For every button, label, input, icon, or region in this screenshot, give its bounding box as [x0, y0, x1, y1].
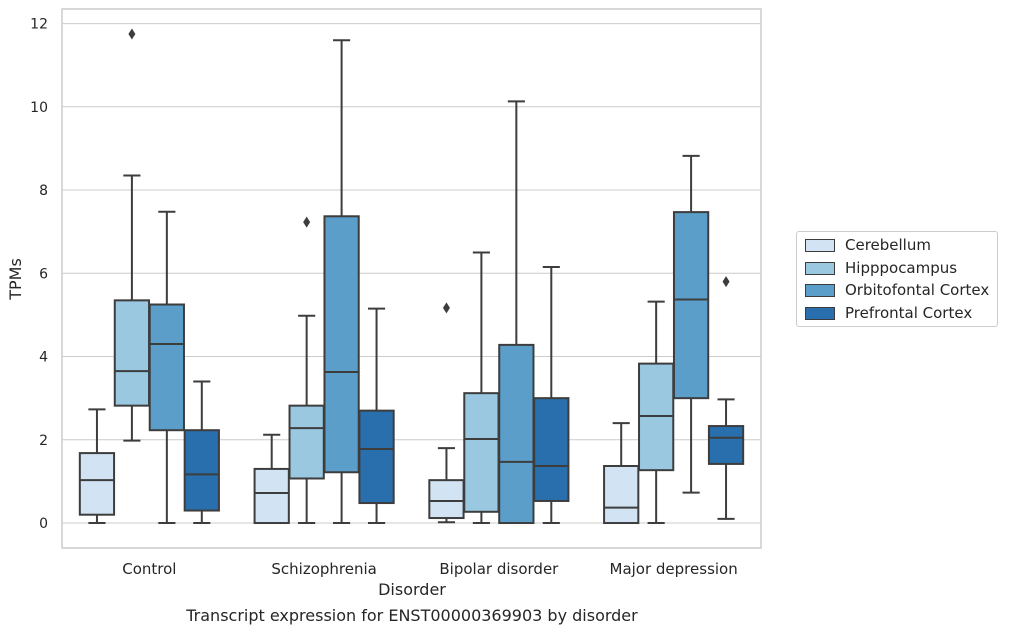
box-2-2 [498, 100, 535, 525]
outlier-point [442, 302, 450, 314]
box-3-1 [358, 307, 395, 525]
box-2-3 [672, 154, 710, 494]
legend-item-hippocampus: Hipppocampus [805, 258, 957, 278]
legend-item-cerebellum: Cerebellum [805, 235, 931, 255]
legend-swatch [805, 261, 835, 275]
iqr-box [672, 211, 710, 400]
legend-label: Orbitofontal Cortex [845, 281, 990, 299]
legend-label: Prefrontal Cortex [845, 304, 973, 322]
iqr-box [78, 452, 116, 516]
outlier-point [303, 216, 311, 228]
legend-swatch [805, 283, 835, 297]
x-tick-label: Major depression [610, 560, 738, 578]
x-tick-label: Bipolar disorder [439, 560, 559, 578]
legend-swatch [805, 306, 835, 320]
figure-caption: Transcript expression for ENST0000036990… [186, 606, 638, 625]
legend-label: Hipppocampus [845, 259, 958, 277]
iqr-box [498, 343, 535, 525]
iqr-box [603, 465, 640, 525]
y-tick-label: 4 [39, 350, 48, 366]
box-1-3 [638, 300, 675, 525]
iqr-box [323, 215, 360, 474]
iqr-box [533, 397, 570, 502]
box-3-0 [183, 380, 220, 525]
legend-label: Cerebellum [845, 236, 931, 254]
y-tick-label: 0 [39, 516, 48, 532]
legend-item-prefrontal-cortex: Prefrontal Cortex [805, 303, 972, 323]
y-tick-label: 2 [39, 433, 48, 449]
y-tick-label: 12 [30, 17, 48, 33]
x-axis-label: Disorder [378, 580, 446, 599]
iqr-box [288, 404, 325, 480]
box-1-1 [288, 216, 325, 525]
box-0-1 [253, 433, 290, 525]
box-3-2 [533, 266, 570, 525]
x-tick-label: Control [122, 560, 176, 578]
box-3-3 [707, 276, 745, 520]
x-tick-label: Schizophrenia [271, 560, 376, 578]
y-tick-label: 6 [39, 266, 48, 282]
iqr-box [253, 467, 290, 525]
iqr-box [183, 429, 220, 512]
iqr-box [358, 409, 395, 505]
legend-item-orbitofrontal-cortex: Orbitofontal Cortex [805, 280, 989, 300]
legend: Cerebellum Hipppocampus Orbitofontal Cor… [796, 231, 998, 327]
iqr-box [148, 303, 185, 432]
outlier-point [128, 28, 136, 40]
plot-area [78, 28, 745, 525]
y-tick-label: 10 [30, 100, 48, 116]
iqr-box [463, 392, 500, 513]
iqr-box [113, 299, 151, 407]
box-1-0 [113, 28, 151, 442]
legend-swatch [805, 238, 835, 252]
iqr-box [428, 479, 465, 520]
box-0-3 [603, 422, 640, 525]
iqr-box [707, 425, 745, 465]
axes-frame [61, 8, 762, 549]
y-tick-label: 8 [39, 183, 48, 199]
outlier-point [722, 276, 730, 288]
y-axis-label: TPMs [6, 258, 25, 301]
axes: 0 2 4 6 8 10 12 Control Schizophrenia Bipolar dis… [30, 8, 762, 578]
box-1-2 [463, 251, 500, 525]
box-0-2 [428, 302, 465, 524]
box-0-0 [78, 408, 116, 525]
box-2-1 [323, 39, 360, 525]
box-2-0 [148, 210, 185, 525]
